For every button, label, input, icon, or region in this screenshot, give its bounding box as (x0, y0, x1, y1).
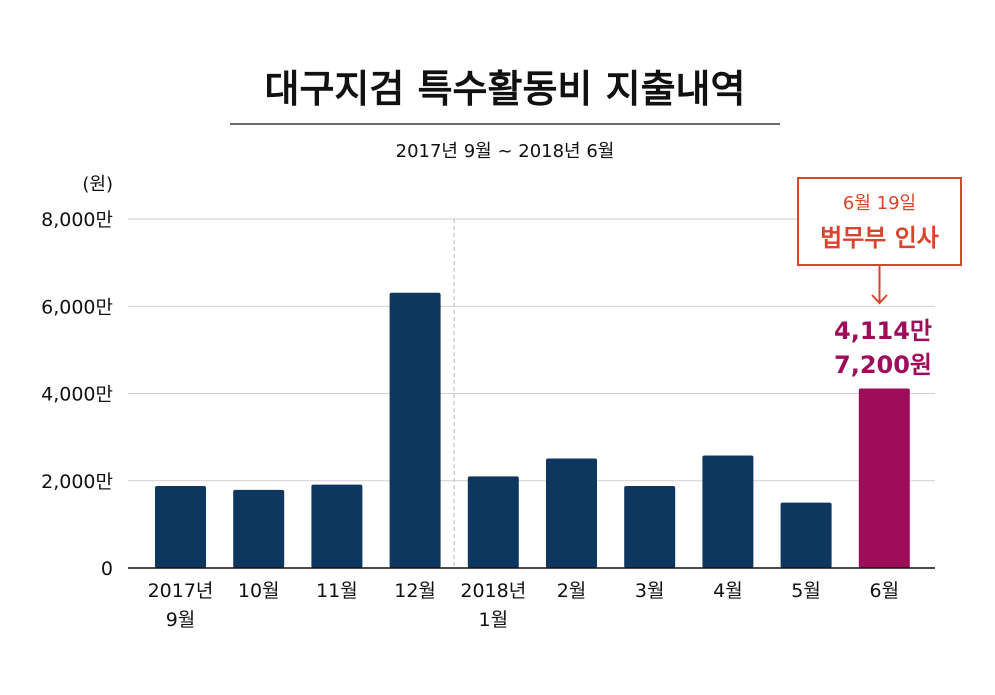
x-axis-labels: 2017년 9월 10월 11월 12월 2018년 1월 2월 3월 4월 5월 6월 (148, 580, 900, 631)
chart-title: 대구지검 특수활동비 지출내역 (265, 67, 746, 111)
grid-lines (128, 218, 935, 482)
y-tick-label: 2,000만 (41, 471, 113, 493)
x-tick-label-line2: 1월 (479, 609, 509, 631)
x-tick-label: 12월 (394, 580, 436, 602)
bar (702, 455, 754, 568)
x-tick-label-line2: 9월 (166, 609, 196, 631)
bar (780, 502, 832, 568)
x-tick-label: 2018년 (460, 580, 526, 602)
bar (858, 388, 910, 568)
chart-subtitle: 2017년 9월 ~ 2018년 6월 (396, 141, 615, 162)
x-tick-label: 11월 (316, 580, 358, 602)
highlight-value-line1: 4,114만 (834, 317, 932, 345)
y-tick-label: 4,000만 (41, 384, 113, 406)
y-tick-label: 6,000만 (41, 296, 113, 318)
annotation-arrow-head (871, 294, 888, 305)
bar (389, 292, 441, 568)
y-axis-unit: (원) (82, 174, 113, 195)
x-tick-label: 2017년 (148, 580, 214, 602)
x-tick-label: 4월 (713, 580, 743, 602)
x-tick-label: 2월 (557, 580, 587, 602)
bar (546, 458, 597, 568)
x-tick-label: 6월 (870, 580, 900, 602)
x-tick-label: 10월 (238, 580, 280, 602)
annotation-box (797, 177, 962, 266)
bars (155, 292, 910, 568)
highlight-value-line2: 7,200원 (834, 351, 932, 379)
bar (155, 485, 206, 568)
x-tick-label: 3월 (635, 580, 665, 602)
bar (311, 484, 363, 568)
y-tick-label: 0 (101, 558, 113, 580)
annotation-callout: 6월 19일 법무부 인사 (797, 177, 962, 305)
bar (624, 485, 676, 568)
y-axis-ticks: 0 2,000만 4,000만 6,000만 8,000만 (41, 209, 113, 580)
x-tick-label: 5월 (791, 580, 821, 602)
annotation-event: 법무부 인사 (820, 224, 939, 252)
bar (467, 476, 519, 568)
bar (233, 489, 285, 568)
annotation-date: 6월 19일 (843, 193, 916, 214)
y-tick-label: 8,000만 (41, 209, 113, 231)
